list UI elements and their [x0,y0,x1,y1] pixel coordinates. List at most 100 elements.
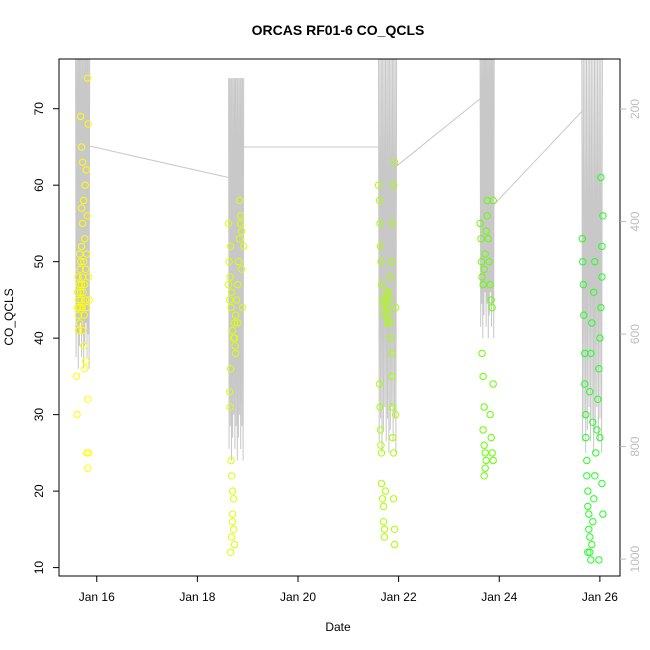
flight-trace-1 [228,78,245,461]
data-point [81,365,89,373]
data-point [236,212,245,220]
data-point [228,487,237,495]
data-point [229,495,238,503]
x-tick-label: Jan 24 [481,590,517,604]
data-point [482,227,490,235]
data-point [237,227,246,235]
data-point [376,242,385,251]
data-point [379,518,388,526]
data-point [599,510,607,518]
data-point [380,525,389,533]
data-point [226,548,235,556]
data-point [477,258,486,266]
data-point [599,212,607,220]
series-0 [72,74,93,472]
secondary-y-tick-label: 1000 [628,545,642,572]
data-point [83,212,91,220]
data-point [78,303,86,312]
data-point [489,456,497,465]
data-point [380,311,389,319]
data-point [595,556,603,564]
flight-trace-path [581,58,603,453]
data-point [226,403,234,411]
data-point [228,518,237,526]
secondary-y-axis: 200 400 600 800 1000 [620,99,642,572]
data-point [590,495,598,503]
data-point [585,510,593,518]
data-point [381,296,390,304]
data-point [74,326,83,335]
connector-line-3 [493,110,583,205]
data-point [226,273,234,281]
data-point [84,395,92,403]
data-point [581,380,589,388]
x-tick-label: Jan 26 [582,590,618,604]
data-point [484,235,492,243]
data-point [73,410,81,419]
y-axis: 10 20 30 40 50 60 70 [32,102,59,575]
data-point [226,365,235,373]
data-point [386,334,395,342]
y-tick-label: 70 [32,102,46,116]
data-point [584,502,592,511]
data-point [584,487,592,495]
x-tick-label: Jan 16 [79,590,115,604]
data-point [595,365,603,373]
data-point [227,533,236,541]
data-point [75,280,83,289]
data-point [586,533,594,541]
data-point [75,303,84,312]
data-point [76,265,84,273]
data-point [84,464,92,472]
data-point [74,296,83,304]
data-point [586,548,594,556]
data-point [80,258,88,266]
data-point [81,280,89,289]
data-point [375,380,384,388]
data-point [582,410,590,419]
data-point [481,250,489,258]
y-tick-label: 30 [32,408,46,422]
data-point [482,456,490,465]
flight-trace-2 [378,58,398,453]
y-tick-label: 10 [32,561,46,575]
data-point [234,258,243,266]
data-point [82,265,90,273]
data-point [237,265,246,273]
data-point [479,280,487,289]
data-point [378,495,387,503]
data-point [82,357,90,365]
data-point [480,403,488,411]
data-point [377,479,386,488]
flight-trace-4 [581,58,603,453]
data-point [227,288,236,296]
data-point [231,349,240,358]
data-point [387,258,396,266]
data-point [485,258,493,266]
data-point [83,449,91,457]
data-point [479,372,487,381]
data-point [240,242,248,251]
data-point [82,296,90,304]
series-4 [578,173,607,564]
data-point [376,426,385,434]
data-point [81,235,89,243]
data-point [388,403,397,411]
x-axis-label: Date [325,620,351,634]
flight-trace-path [378,58,398,453]
data-point [593,426,601,434]
data-point [377,449,386,457]
data-point [225,258,233,266]
data-point [594,395,602,403]
plot-frame [58,58,621,577]
data-point [592,449,600,457]
data-point [582,433,590,442]
data-point [377,441,385,449]
data-point [391,410,400,419]
data-point [374,181,383,189]
x-axis: Jan 16 Jan 18 Jan 20 Jan 22 Jan 24 Jan 26 [79,576,618,604]
chart-title: ORCAS RF01-6 CO_QCLS [252,22,425,38]
data-point [74,311,83,319]
data-point [480,441,488,449]
